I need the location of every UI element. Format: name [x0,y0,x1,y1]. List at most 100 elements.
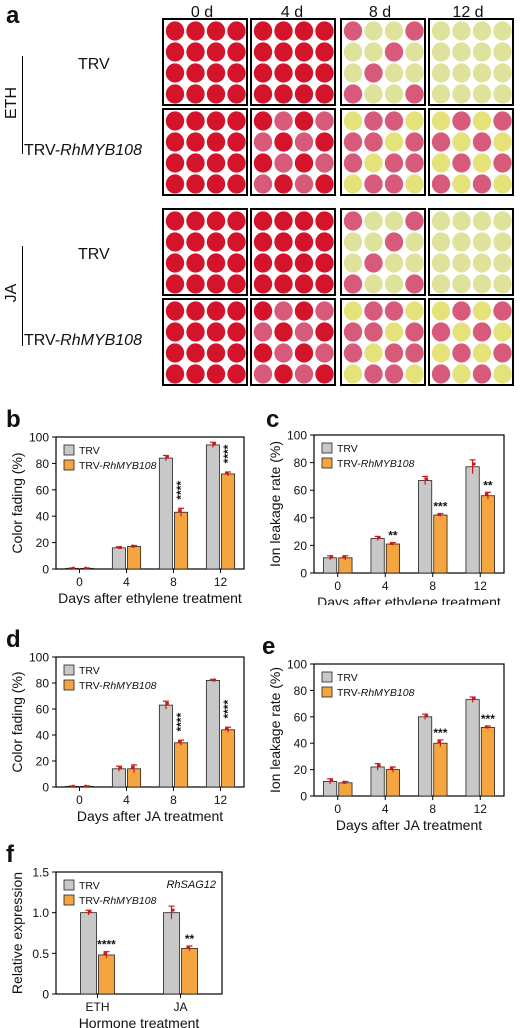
y-tick-label: 20 [294,763,308,777]
bar [418,716,433,797]
legend-swatch [63,664,75,676]
petal-discs [343,111,424,194]
y-tick-label: 0 [42,563,49,577]
data-point [377,536,381,540]
petal-disc [186,63,205,83]
petal-disc [493,253,512,273]
petal-disc [384,21,404,41]
y-tick-label: 80 [294,684,308,698]
group-divider-ja [22,246,23,346]
petal-disc [186,274,205,294]
petal-disc [227,274,246,294]
data-point [118,545,123,550]
petal-disc [206,364,226,384]
day-label-12: 12 d [452,4,484,21]
petal-disc [315,232,334,252]
petal-disc [452,153,471,173]
petal-disc [452,84,471,104]
petal-disc [253,132,273,152]
data-point [484,725,488,729]
row-label-ja-rhmyb108: TRV-RhMYB108 [24,332,142,350]
y-tick-label: 80 [36,677,50,691]
petal-disc [384,253,404,273]
petal-disc [227,21,246,41]
petal-disc [165,111,185,131]
petal-disc [364,211,383,231]
petal-disc [493,232,512,252]
petal-disc [206,253,226,273]
petal-disc [206,153,226,173]
significance-stars: *** [433,500,447,514]
y-axis-label: Ion leakage rate (%) [267,441,283,567]
petal-disc [253,364,273,384]
petal-disc [186,364,205,384]
petal-disc [431,301,451,321]
petal-disc [343,84,363,104]
y-tick-label: 100 [287,429,307,443]
petal-disc [405,174,424,194]
petal-disc [384,364,404,384]
petal-disc [206,322,226,342]
panel-a: a 0 d 4 d 8 d 12 d ETH TRV TRV-RhMYB108 … [0,0,520,400]
plot-frame [55,871,223,995]
legend-label: TRV [337,443,358,455]
bar [80,912,97,995]
petal-disc [253,21,273,41]
petal-disc [364,364,383,384]
x-tick-label: 8 [170,575,177,589]
petal-disc [405,153,424,173]
petal-disc [253,253,273,273]
data-point [389,541,393,546]
y-tick-label: 40 [36,510,50,524]
y-axis-label: Color fading (%) [9,452,25,553]
petal-disc [253,211,273,231]
bar [163,912,180,995]
petal-disc [274,274,293,294]
bar [480,495,495,574]
petal-discs [165,21,246,104]
petal-disc [493,111,512,131]
petal-disc [274,232,293,252]
legend-label-prefix: TRV [79,445,100,457]
petal-disc [431,132,451,152]
y-tick-label: 20 [294,539,308,553]
x-axis-label: Days after ethylene treatment [317,594,501,605]
bar [221,729,236,788]
group-divider-eth [22,56,23,154]
significance-stars: **** [221,700,235,719]
petal-disc [452,301,471,321]
petal-disc [227,253,246,273]
significance-stars: *** [433,726,447,740]
data-point [177,740,182,744]
petal-disc [405,322,424,342]
y-tick-label: 1.5 [32,866,49,880]
petal-photo-box [340,208,426,296]
petal-disc [452,322,471,342]
petal-disc [165,211,185,231]
data-point [389,766,393,771]
petal-photo-box [340,18,426,106]
petal-disc [364,322,383,342]
petal-disc [452,211,471,231]
petal-disc [227,322,246,342]
y-tick-label: 0 [300,790,307,804]
petal-disc [274,42,293,62]
petal-disc [294,343,314,363]
y-tick-label: 100 [29,651,49,665]
legend-label-prefix: TRV- [79,460,103,472]
petal-disc [294,301,314,321]
petal-disc [472,274,492,294]
row-label-eth-rhmyb108: TRV-RhMYB108 [24,142,142,160]
petal-disc [493,42,512,62]
petal-disc [315,322,334,342]
petal-disc [227,343,246,363]
legend-label-prefix: TRV [337,672,358,684]
petal-disc [431,322,451,342]
petal-disc [274,84,293,104]
petal-discs [343,211,424,294]
x-tick-label: JA [173,1000,187,1014]
panel-a-letter: a [6,2,20,29]
legend-swatch [63,894,75,906]
petal-disc [315,274,334,294]
